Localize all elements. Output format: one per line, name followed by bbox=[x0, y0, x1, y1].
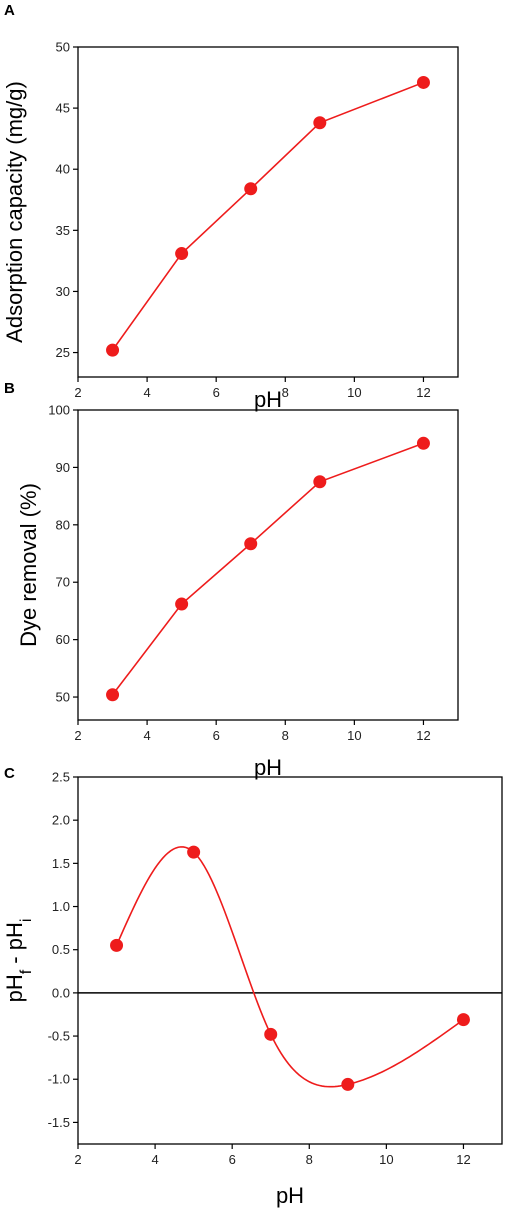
x-tick-label: 6 bbox=[213, 385, 220, 400]
data-point bbox=[106, 688, 120, 702]
data-point bbox=[313, 475, 327, 489]
y-tick-label: 35 bbox=[56, 223, 70, 238]
y-tick-label: -1.5 bbox=[48, 1115, 70, 1130]
y-tick-label: 2.0 bbox=[52, 813, 70, 828]
y-tick-label: 1.0 bbox=[52, 899, 70, 914]
data-point bbox=[175, 247, 189, 261]
data-point bbox=[313, 116, 327, 130]
x-tick-label: 12 bbox=[416, 728, 430, 743]
x-tick-label: 4 bbox=[143, 728, 150, 743]
y-tick-label: 0.5 bbox=[52, 942, 70, 957]
data-point bbox=[244, 182, 258, 196]
x-tick-label: 4 bbox=[143, 385, 150, 400]
series-line bbox=[111, 442, 424, 696]
y-tick-label: 50 bbox=[56, 40, 70, 55]
data-point bbox=[456, 1013, 470, 1027]
y-tick-label: 100 bbox=[48, 403, 70, 418]
x-tick-label: 4 bbox=[151, 1152, 158, 1167]
y-tick-label: -1.0 bbox=[48, 1072, 70, 1087]
data-point bbox=[175, 597, 189, 611]
y-tick-label: 90 bbox=[56, 460, 70, 475]
x-tick-label: 8 bbox=[306, 1152, 313, 1167]
x-tick-label: 10 bbox=[347, 728, 361, 743]
data-point bbox=[244, 537, 258, 551]
series-line bbox=[115, 846, 464, 1088]
panel-letter: B bbox=[4, 380, 15, 397]
data-point bbox=[106, 343, 120, 357]
plot-frame bbox=[77, 409, 459, 721]
data-point bbox=[416, 436, 430, 450]
x-tick-label: 10 bbox=[347, 385, 361, 400]
y-tick-label: 30 bbox=[56, 284, 70, 299]
y-tick-label: 80 bbox=[56, 517, 70, 532]
y-tick-label: 25 bbox=[56, 345, 70, 360]
chart-panel-a: A 2 4 6 8 10 12 25 30 35 40 45 50 pH Adsorption capaci… bbox=[2, 2, 459, 412]
plot-frame bbox=[77, 46, 459, 378]
y-axis-title: Dye removal (%) bbox=[16, 483, 41, 647]
y-tick-label: 1.5 bbox=[52, 856, 70, 871]
data-point bbox=[341, 1077, 355, 1091]
x-axis-title: pH bbox=[254, 387, 282, 412]
x-tick-label: 8 bbox=[282, 385, 289, 400]
x-tick-label: 12 bbox=[456, 1152, 470, 1167]
chart-panel-c: C 2 4 6 8 10 12 -1.5 -1.0 -0.5 0.0 0.5 1.0 1.5 2.0 2.5 p… bbox=[2, 765, 503, 1208]
y-tick-label: -0.5 bbox=[48, 1029, 70, 1044]
data-point bbox=[264, 1027, 278, 1041]
plot-frame bbox=[77, 776, 503, 1145]
y-tick-label: 2.5 bbox=[52, 770, 70, 785]
y-axis-title: pHf - pHi bbox=[2, 919, 35, 1003]
y-tick-label: 45 bbox=[56, 101, 70, 116]
x-tick-label: 2 bbox=[74, 1152, 81, 1167]
data-point bbox=[187, 845, 201, 859]
x-tick-label: 6 bbox=[213, 728, 220, 743]
x-tick-label: 2 bbox=[74, 728, 81, 743]
y-tick-label: 70 bbox=[56, 575, 70, 590]
x-tick-label: 12 bbox=[416, 385, 430, 400]
data-point bbox=[416, 75, 430, 89]
y-tick-label: 50 bbox=[56, 690, 70, 705]
chart-panel-b: B 2 4 6 8 10 12 50 60 70 80 90 100 pH Dye removal (%) bbox=[4, 380, 459, 780]
series-line bbox=[111, 81, 424, 351]
y-tick-label: 60 bbox=[56, 632, 70, 647]
x-axis-title: pH bbox=[276, 1183, 304, 1208]
x-tick-label: 2 bbox=[74, 385, 81, 400]
panel-letter: A bbox=[4, 2, 15, 19]
y-tick-label: 0.0 bbox=[52, 985, 70, 1000]
y-axis-title: Adsorption capacity (mg/g) bbox=[2, 81, 27, 343]
x-axis-title: pH bbox=[254, 755, 282, 780]
y-tick-label: 40 bbox=[56, 162, 70, 177]
x-tick-label: 10 bbox=[379, 1152, 393, 1167]
panel-letter: C bbox=[4, 765, 15, 782]
x-tick-label: 6 bbox=[229, 1152, 236, 1167]
x-tick-label: 8 bbox=[282, 728, 289, 743]
data-point bbox=[110, 938, 124, 952]
